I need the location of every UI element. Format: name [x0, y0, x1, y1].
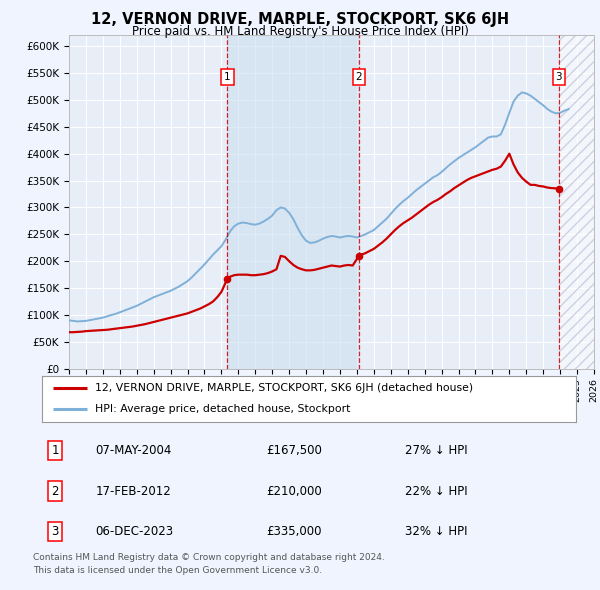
Text: 3: 3 [52, 525, 59, 538]
Text: 2: 2 [356, 72, 362, 82]
Text: 06-DEC-2023: 06-DEC-2023 [95, 525, 173, 538]
Text: £210,000: £210,000 [266, 484, 322, 497]
Text: £335,000: £335,000 [266, 525, 322, 538]
Text: 22% ↓ HPI: 22% ↓ HPI [405, 484, 468, 497]
Text: HPI: Average price, detached house, Stockport: HPI: Average price, detached house, Stoc… [95, 404, 351, 414]
Text: 32% ↓ HPI: 32% ↓ HPI [405, 525, 467, 538]
Bar [559, 35, 594, 369]
Text: Price paid vs. HM Land Registry's House Price Index (HPI): Price paid vs. HM Land Registry's House … [131, 25, 469, 38]
Text: 12, VERNON DRIVE, MARPLE, STOCKPORT, SK6 6JH: 12, VERNON DRIVE, MARPLE, STOCKPORT, SK6… [91, 12, 509, 27]
Text: 12, VERNON DRIVE, MARPLE, STOCKPORT, SK6 6JH (detached house): 12, VERNON DRIVE, MARPLE, STOCKPORT, SK6… [95, 384, 473, 394]
Text: This data is licensed under the Open Government Licence v3.0.: This data is licensed under the Open Gov… [33, 566, 322, 575]
Text: £167,500: £167,500 [266, 444, 322, 457]
Text: 1: 1 [224, 72, 230, 82]
Text: Contains HM Land Registry data © Crown copyright and database right 2024.: Contains HM Land Registry data © Crown c… [33, 553, 385, 562]
Text: 07-MAY-2004: 07-MAY-2004 [95, 444, 172, 457]
Text: 27% ↓ HPI: 27% ↓ HPI [405, 444, 468, 457]
Bar [227, 35, 359, 369]
Text: 1: 1 [52, 444, 59, 457]
Text: 3: 3 [556, 72, 562, 82]
Text: 2: 2 [52, 484, 59, 497]
Text: 17-FEB-2012: 17-FEB-2012 [95, 484, 171, 497]
